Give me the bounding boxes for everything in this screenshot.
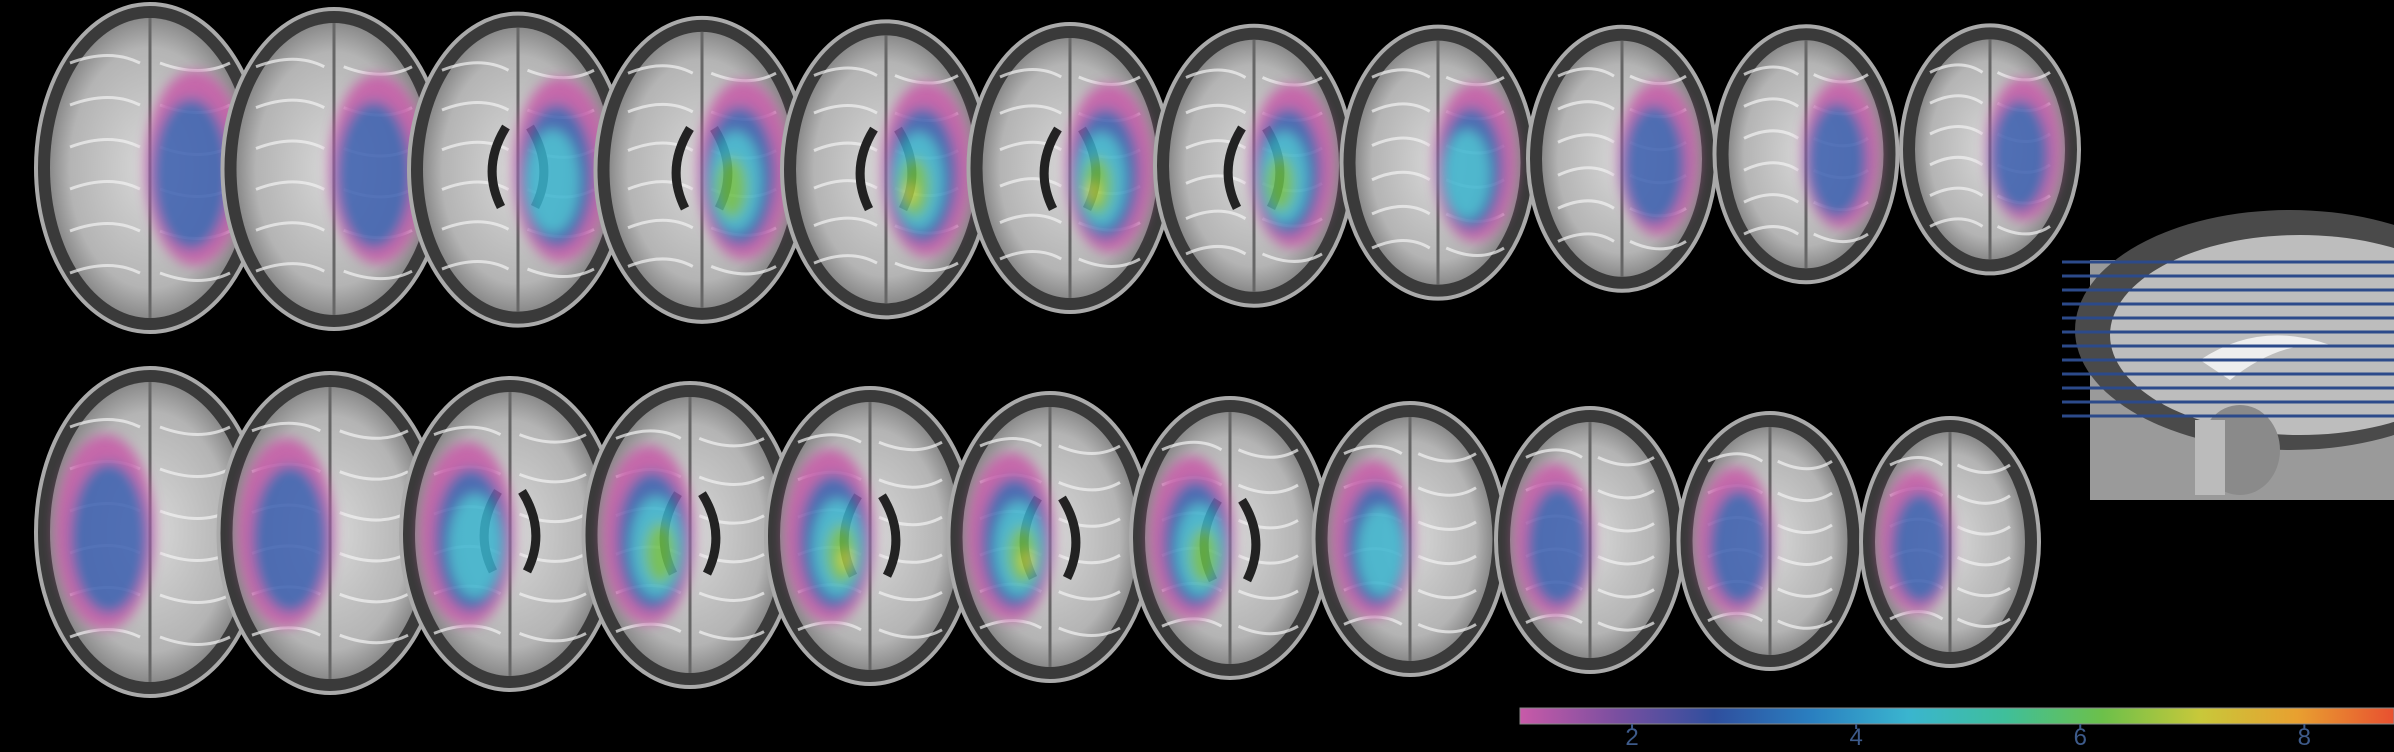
gyrus bbox=[1743, 225, 1869, 244]
gyrus bbox=[251, 626, 409, 645]
gyrus bbox=[979, 437, 1121, 455]
lesion-overlay bbox=[697, 80, 790, 260]
gyrus bbox=[627, 257, 777, 276]
lesion-overlay bbox=[329, 74, 427, 264]
lesion-overlay bbox=[1878, 470, 1954, 614]
lesion-overlay bbox=[1618, 82, 1698, 236]
lesion-overlay bbox=[1696, 466, 1774, 616]
lesion-overlay bbox=[145, 70, 245, 266]
lesion-region bbox=[335, 100, 412, 249]
lesion-overlay bbox=[1514, 463, 1594, 617]
lesion-overlay bbox=[1249, 83, 1335, 248]
gyrus bbox=[1343, 444, 1477, 463]
lesion-region bbox=[644, 522, 677, 584]
lesion-region bbox=[1526, 486, 1590, 606]
sagittal-brain bbox=[2110, 235, 2394, 435]
lesion-overlay bbox=[602, 445, 695, 625]
gyrus bbox=[1185, 245, 1323, 263]
lesion-region bbox=[1891, 492, 1950, 604]
gyrus bbox=[1889, 456, 2011, 474]
lesion-region bbox=[715, 157, 748, 219]
lesion-region bbox=[252, 464, 329, 614]
colorbar-tick-label: 6 bbox=[2074, 724, 2087, 751]
lesion-overlay bbox=[1065, 83, 1154, 253]
lesion-overlay bbox=[1433, 83, 1517, 242]
lesion-overlay bbox=[784, 448, 875, 624]
lesion-region bbox=[1622, 104, 1686, 225]
lesion-overlay bbox=[1331, 459, 1415, 619]
gyrus bbox=[1707, 452, 1833, 471]
lesion-region bbox=[448, 494, 502, 598]
colorbar-tick-label: 2 bbox=[1625, 724, 1638, 751]
colorbar-tick-label: 8 bbox=[2298, 724, 2311, 751]
gyrus bbox=[69, 54, 231, 72]
brainstem bbox=[2195, 420, 2225, 495]
gyrus bbox=[69, 264, 231, 282]
lesion-region bbox=[1021, 550, 1032, 572]
colorbar: 2 4 6 8 bbox=[1519, 707, 2394, 751]
gyrus bbox=[1161, 440, 1299, 459]
gyrus bbox=[1929, 217, 2051, 236]
gyrus bbox=[433, 425, 587, 444]
lesion-region bbox=[526, 129, 580, 234]
lesion-overlay bbox=[237, 438, 335, 628]
axial-slices bbox=[34, 2, 2081, 698]
lesion-region bbox=[152, 97, 230, 251]
gyrus bbox=[1371, 239, 1505, 258]
gyrus bbox=[797, 433, 943, 452]
lesion-overlay bbox=[1802, 80, 1880, 229]
gyrus bbox=[615, 429, 765, 448]
gyrus bbox=[251, 421, 409, 440]
lesion-region bbox=[1088, 181, 1099, 203]
colorbar-scale bbox=[1519, 707, 2394, 725]
lesion-region bbox=[905, 182, 916, 204]
lesion-overlay bbox=[966, 452, 1055, 622]
lesion-overlay bbox=[1149, 456, 1235, 620]
colorbar-tick-label: 4 bbox=[1849, 724, 1862, 751]
gyrus bbox=[1525, 448, 1655, 467]
lesion-region bbox=[1444, 130, 1491, 220]
gyrus bbox=[69, 418, 231, 436]
lesion-region bbox=[840, 549, 851, 571]
lesion-region bbox=[1265, 155, 1295, 212]
lesion-region bbox=[1708, 489, 1770, 605]
lesion-region bbox=[1806, 102, 1868, 219]
sagittal-view bbox=[2062, 210, 2394, 500]
gyrus bbox=[255, 57, 413, 76]
lesion-region bbox=[1357, 506, 1404, 596]
lesion-overlay bbox=[513, 77, 609, 262]
lesion-overlay bbox=[881, 82, 972, 257]
lesion-overlay bbox=[55, 434, 155, 630]
gyrus bbox=[255, 262, 413, 281]
gyrus bbox=[813, 254, 959, 273]
gyrus bbox=[69, 628, 231, 646]
lesion-overlay bbox=[1986, 77, 2062, 221]
lesion-overlay bbox=[419, 441, 515, 627]
gyrus bbox=[1557, 232, 1687, 251]
gyrus bbox=[441, 260, 595, 278]
lesion-region bbox=[70, 461, 148, 615]
lesion-region bbox=[1990, 99, 2049, 212]
gyrus bbox=[999, 250, 1141, 268]
lesion-region bbox=[1189, 528, 1219, 584]
